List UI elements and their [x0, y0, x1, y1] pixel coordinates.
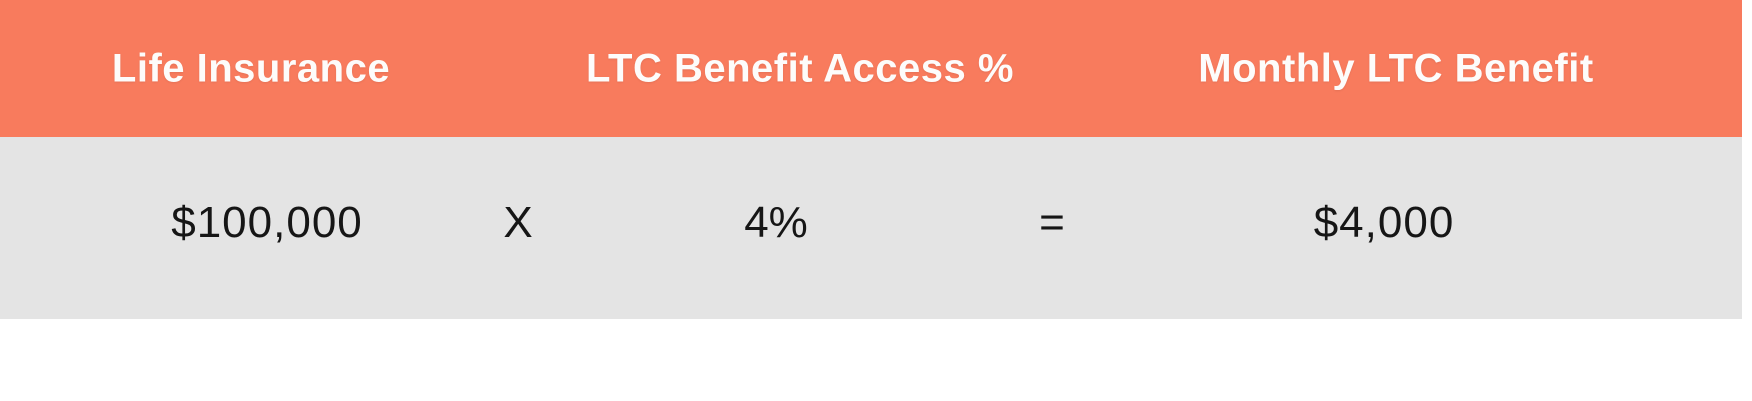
monthly-ltc-benefit-value: $4,000	[1313, 197, 1455, 247]
life-insurance-value: $100,000	[171, 197, 363, 247]
ltc-access-percent-value: 4%	[744, 197, 808, 247]
table-data-row: $100,000 X 4% = $4,000	[0, 137, 1742, 319]
table-header-row: Life Insurance LTC Benefit Access % Mont…	[0, 0, 1742, 137]
multiplication-sign: X	[503, 197, 533, 247]
header-ltc-benefit-access-percent: LTC Benefit Access %	[586, 46, 1014, 90]
equals-sign: =	[1039, 197, 1065, 247]
header-life-insurance: Life Insurance	[111, 46, 391, 90]
header-monthly-ltc-benefit: Monthly LTC Benefit	[1198, 46, 1594, 90]
ltc-benefit-calculation-table: Life Insurance LTC Benefit Access % Mont…	[0, 0, 1742, 319]
